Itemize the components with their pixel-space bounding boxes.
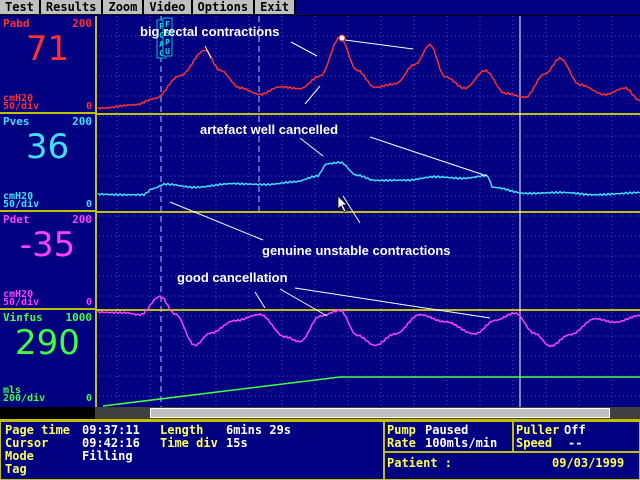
marker-fspu-4: U	[165, 47, 170, 56]
annotation-good-cancellation: good cancellation	[177, 270, 288, 285]
pump-label: Pump	[387, 423, 416, 437]
time-div-label: Time div	[160, 436, 218, 450]
channel-unit: cmH20	[3, 289, 34, 300]
menu-test[interactable]: Test	[0, 0, 41, 14]
channel-name: Pdet	[3, 213, 30, 226]
channel-max: 200	[72, 115, 92, 128]
speed-value: --	[568, 436, 583, 450]
annotation-leaders	[169, 39, 491, 319]
channel-min: 0	[85, 393, 92, 404]
channel-min: 0	[85, 297, 92, 308]
time-div-value: 15s	[226, 436, 248, 450]
channel-scale: 50/div	[3, 297, 40, 308]
channel-name: Pabd	[3, 17, 30, 30]
channel-pdet: Pdet 200 -35 cmH20 50/div 0	[0, 212, 95, 310]
length-label: Length	[160, 423, 204, 437]
scrollbar-thumb[interactable]	[150, 408, 610, 418]
page-time-value: 09:37:11	[82, 423, 140, 437]
menu-options[interactable]: Options	[192, 0, 256, 14]
channel-max: 200	[72, 17, 92, 30]
tag-label: Tag	[5, 462, 27, 476]
channel-pves: Pves 200 36 cmH20 50/div 0	[0, 114, 95, 212]
marker-pcac-4: C	[159, 49, 164, 58]
pump-value: Paused	[425, 423, 469, 437]
channel-min: 0	[85, 199, 92, 210]
channel-value: 36	[25, 127, 70, 167]
mouse-pointer-icon	[337, 195, 348, 213]
mode-value: Filling	[82, 449, 133, 463]
annotation-unstable: genuine unstable contractions	[262, 243, 451, 258]
marker-fspu-3: P	[165, 38, 170, 47]
pdet-trace	[97, 294, 640, 348]
puller-label: Puller	[516, 423, 560, 437]
date-value: 09/03/1999	[552, 456, 625, 470]
channel-unit: cmH20	[3, 93, 34, 104]
trace-plot-area[interactable]: P C A C F S P U big recta	[95, 16, 640, 407]
pves-trace	[97, 160, 640, 197]
marker-fspu-1: F	[165, 20, 170, 29]
pabd-trace	[97, 36, 640, 110]
channel-max: 1000	[65, 311, 93, 324]
channel-min: 0	[85, 101, 92, 112]
channel-panel: Pabd 200 71 cmH20 50/div 0 Pves 200 36 c…	[0, 16, 95, 407]
marker-fspu-2: S	[165, 29, 170, 38]
channel-vinfus: Vinfus 1000 290 mls 200/div 0	[0, 310, 95, 407]
channel-name: Pves	[3, 115, 30, 128]
menu-exit[interactable]: Exit	[255, 0, 296, 14]
patient-label: Patient :	[387, 456, 453, 470]
grid	[95, 16, 640, 407]
menu-bar: Test Results Zoom Video Options Exit	[0, 0, 640, 16]
trace-plot[interactable]: P C A C F S P U big recta	[95, 16, 640, 407]
channel-scale: 50/div	[3, 101, 40, 112]
separators	[95, 16, 640, 407]
channel-unit: cmH20	[3, 191, 34, 202]
annotation-artefact: artefact well cancelled	[200, 122, 338, 137]
channel-scale: 200/div	[3, 393, 46, 404]
horizontal-scrollbar[interactable]	[95, 407, 640, 419]
menu-video[interactable]: Video	[144, 0, 193, 14]
channel-max: 200	[72, 213, 92, 226]
channel-value: -35	[19, 225, 76, 265]
channel-value: 290	[15, 323, 80, 363]
marker-pcac-3: A	[159, 40, 164, 49]
puller-value: Off	[564, 423, 586, 437]
length-value: 6mins 29s	[226, 423, 292, 437]
rate-value: 100mls/min	[425, 436, 498, 450]
rate-label: Rate	[387, 436, 416, 450]
channel-scale: 50/div	[3, 199, 40, 210]
event-markers: P C A C F S P U	[156, 16, 260, 407]
cursor-label: Cursor	[5, 436, 49, 450]
channel-unit: mls	[3, 385, 22, 396]
marker-pcac-2: C	[159, 31, 164, 40]
menu-zoom[interactable]: Zoom	[103, 0, 145, 14]
cursor-value: 09:42:16	[82, 436, 140, 450]
vinfus-trace	[102, 376, 640, 407]
channel-name: Vinfus	[3, 311, 43, 324]
annotation-big-rectal: big rectal contractions	[140, 24, 279, 39]
pump-box	[384, 421, 513, 452]
status-panel: Page time 09:37:11 Length 6mins 29s Curs…	[0, 419, 640, 480]
page-time-label: Page time	[5, 423, 71, 437]
channel-pabd: Pabd 200 71 cmH20 50/div 0	[0, 16, 95, 114]
mode-label: Mode	[5, 449, 34, 463]
channel-value: 71	[25, 29, 70, 69]
speed-label: Speed	[516, 436, 553, 450]
menu-results[interactable]: Results	[40, 0, 104, 14]
peak-marker	[338, 34, 346, 42]
marker-pcac-1: P	[159, 22, 164, 31]
